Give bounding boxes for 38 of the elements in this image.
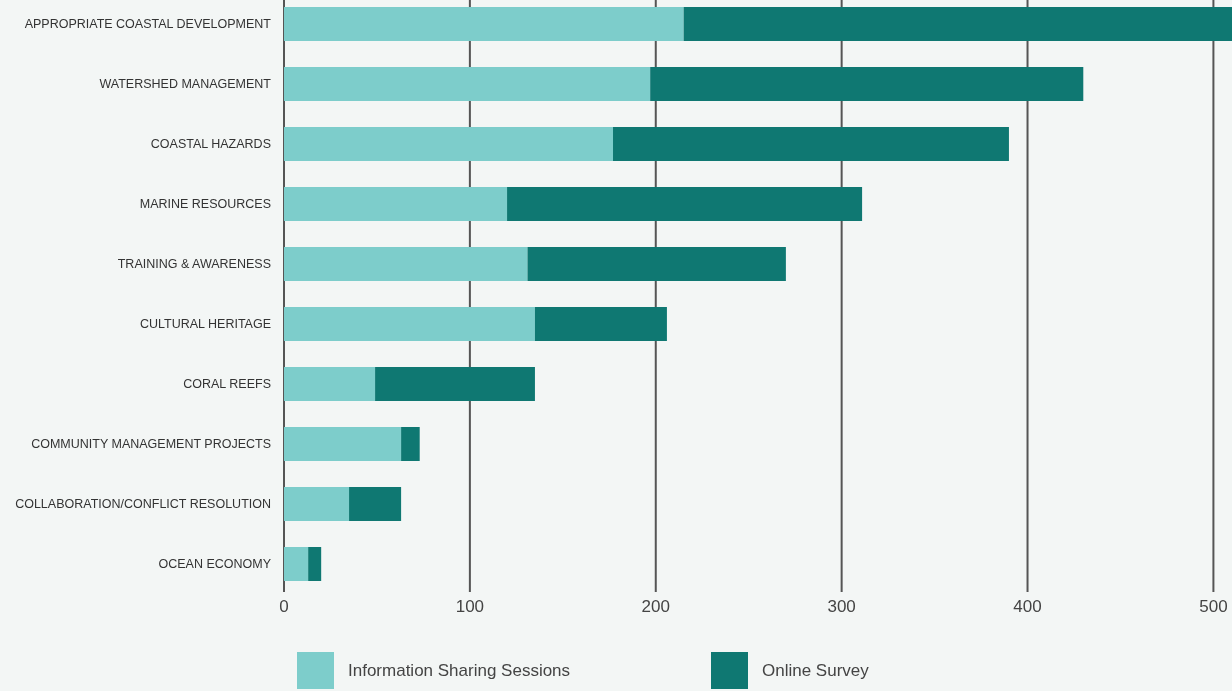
legend-label: Information Sharing Sessions — [348, 660, 571, 680]
bar — [683, 7, 1232, 41]
legend-label: Online Survey — [762, 660, 870, 680]
bar — [650, 67, 1084, 101]
y-tick-label: COLLABORATION/CONFLICT RESOLUTION — [15, 497, 271, 512]
bar — [284, 487, 350, 521]
bar — [308, 547, 322, 581]
bar — [284, 127, 614, 161]
bar — [284, 307, 535, 341]
x-tick-label: 300 — [827, 597, 856, 616]
y-tick-label: COASTAL HAZARDS — [150, 137, 271, 152]
y-tick-label: OCEAN ECONOMY — [158, 557, 272, 572]
y-tick-label: CORAL REEFS — [183, 377, 271, 392]
bar — [284, 67, 651, 101]
y-tick-label: APPROPRIATE COASTAL DEVELOPMENT — [24, 17, 272, 32]
x-tick-label: 500 — [1199, 597, 1228, 616]
y-tick-label: MARINE RESOURCES — [139, 197, 271, 212]
x-tick-label: 0 — [279, 597, 289, 616]
bar — [534, 307, 667, 341]
x-tick-label: 200 — [641, 597, 670, 616]
bar — [349, 487, 402, 521]
y-tick-label: CULTURAL HERITAGE — [139, 317, 271, 332]
bar — [507, 187, 863, 221]
x-tick-label: 400 — [1013, 597, 1042, 616]
y-tick-label: WATERSHED MANAGEMENT — [99, 77, 272, 92]
bar — [284, 547, 309, 581]
bar — [284, 187, 508, 221]
bar — [284, 367, 376, 401]
bar — [401, 427, 420, 461]
x-tick-label: 100 — [455, 597, 485, 616]
bar — [527, 247, 786, 281]
bar — [284, 7, 684, 41]
bar — [613, 127, 1009, 161]
bar — [284, 427, 402, 461]
y-tick-label: COMMUNITY MANAGEMENT PROJECTS — [31, 437, 271, 452]
y-tick-label: TRAINING & AWARENESS — [117, 257, 271, 272]
bar — [375, 367, 535, 401]
bar — [284, 247, 528, 281]
